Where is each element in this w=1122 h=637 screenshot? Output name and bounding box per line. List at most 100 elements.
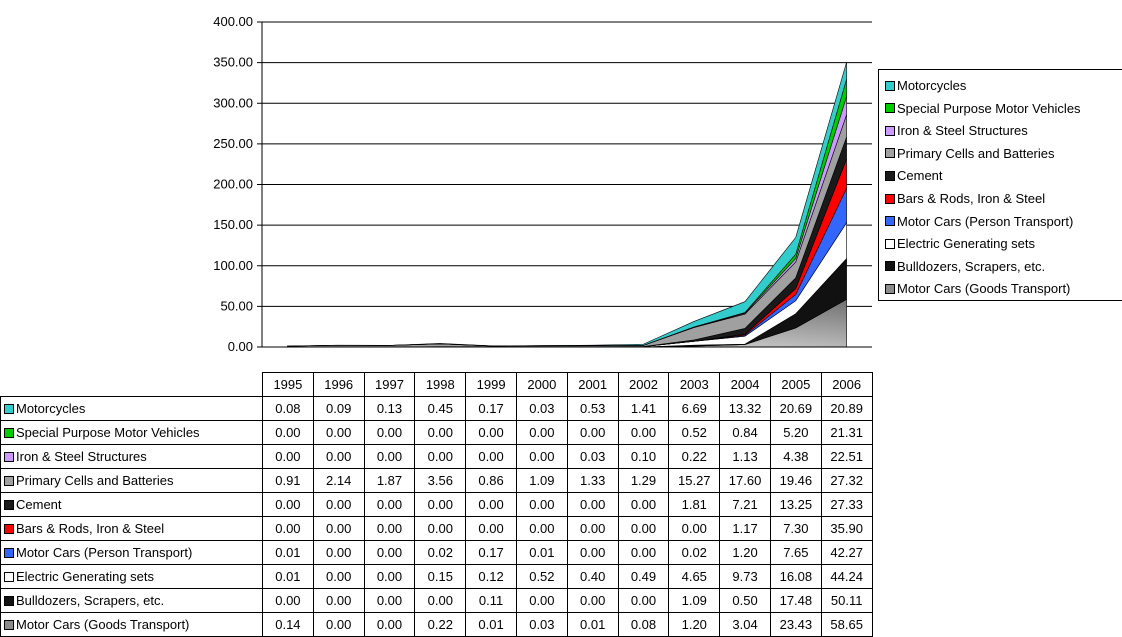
data-cell: 0.00 [414,588,467,613]
row-label: Motor Cars (Person Transport) [0,540,263,565]
legend-item: Iron & Steel Structures [885,120,1028,142]
data-cell: 0.00 [617,540,670,565]
data-cell: 0.22 [668,444,721,469]
legend-item: Bulldozers, Scrapers, etc. [885,256,1045,278]
row-label-text: Motor Cars (Person Transport) [16,545,193,560]
data-cell: 0.00 [566,540,619,565]
y-tick-label: 150.00 [213,217,253,232]
data-cell: 0.11 [465,588,517,613]
data-cell: 0.00 [363,612,416,637]
data-cell: 27.32 [820,468,873,493]
data-cell: 0.17 [465,396,517,421]
data-cell: 0.00 [312,612,365,637]
data-cell: 1.09 [668,588,721,613]
data-cell: 5.20 [769,420,822,445]
row-swatch [4,475,14,486]
row-swatch [4,451,14,462]
data-cell: 19.46 [769,468,822,493]
data-cell: 20.69 [769,396,822,421]
legend-swatch [885,148,895,159]
data-cell: 1.29 [617,468,670,493]
data-cell: 0.00 [312,588,365,613]
legend-swatch [885,170,895,181]
data-cell: 0.00 [312,516,365,541]
row-swatch [4,427,14,438]
data-cell: 0.00 [515,492,568,517]
x-tick-label: 2006 [820,372,873,397]
legend-swatch [885,283,895,294]
row-label-text: Bars & Rods, Iron & Steel [16,521,165,536]
area-bars-rods-iron-steel [287,159,847,348]
data-cell: 0.00 [515,516,568,541]
data-cell: 0.00 [566,420,619,445]
data-cell: 0.12 [465,564,517,589]
data-cell: 0.00 [363,492,416,517]
data-cell: 0.00 [363,444,416,469]
data-cell: 27.33 [820,492,873,517]
data-cell: 0.01 [465,612,517,637]
data-cell: 23.43 [769,612,822,637]
legend-label: Motor Cars (Person Transport) [897,213,1074,229]
table-row: Bulldozers, Scrapers, etc. 0.00 0.00 0.00 0.… [0,588,873,613]
data-cell: 4.38 [769,444,822,469]
data-cell: 0.22 [414,612,467,637]
data-cell: 0.00 [617,492,670,517]
data-cell: 0.00 [414,492,467,517]
data-cell: 0.91 [262,468,314,493]
row-label-text: Bulldozers, Scrapers, etc. [16,593,165,608]
data-cell: 0.49 [617,564,670,589]
row-swatch [4,547,14,558]
data-cell: 17.60 [719,468,771,493]
row-swatch [4,403,14,414]
x-tick-label: 2003 [668,372,721,397]
data-cell: 0.09 [312,396,365,421]
data-cell: 0.00 [566,588,619,613]
data-cell: 2.14 [312,468,365,493]
area-motorcycles [287,62,847,347]
row-swatch [4,595,14,606]
table-row: Motor Cars (Person Transport) 0.01 0.00 0.0… [0,540,873,565]
data-cell: 13.25 [769,492,822,517]
table-header-row: 1995 1996 1997 1998 1999 2000 2001 2002 2003 2004… [1,372,873,397]
data-cell: 0.01 [515,540,568,565]
y-tick-label: 0.00 [228,339,253,354]
series-areas [287,62,847,348]
stacked-area-chart: 0.00 50.00 100.00 150.00 200.00 250.00 300.00 3… [213,14,872,354]
data-cell: 0.03 [515,396,568,421]
legend-item: Motorcycles [885,75,966,97]
data-cell: 0.00 [515,420,568,445]
data-cell: 0.00 [312,492,365,517]
data-cell: 21.31 [820,420,873,445]
legend-swatch [885,238,895,249]
legend-label: Special Purpose Motor Vehicles [897,100,1081,116]
table-row: Primary Cells and Batteries 0.91 2.14 1.87 3… [0,468,873,493]
legend-item: Cement [885,165,943,187]
row-swatch [4,571,14,582]
data-cell: 0.15 [414,564,467,589]
legend-label: Bulldozers, Scrapers, etc. [897,258,1046,274]
data-cell: 0.00 [363,540,416,565]
data-cell: 0.14 [262,612,314,637]
data-cell: 9.73 [719,564,771,589]
legend-label: Motor Cars (Goods Transport) [897,281,1071,297]
data-cell: 0.00 [363,588,416,613]
row-label-text: Motorcycles [16,401,86,416]
legend-label: Cement [897,168,943,184]
legend-swatch [885,193,895,204]
legend-item: Special Purpose Motor Vehicles [885,98,1081,120]
area-motor-cars-person-transport [287,188,847,348]
legend-swatch [885,261,895,272]
x-tick-label: 1996 [312,372,365,397]
table-row: Motor Cars (Goods Transport) 0.14 0.00 0.00… [0,612,873,637]
data-cell: 0.17 [465,540,517,565]
x-tick-label: 2002 [617,372,670,397]
data-cell: 0.50 [719,588,771,613]
data-cell: 0.00 [414,444,467,469]
data-cell: 17.48 [769,588,822,613]
data-cell: 1.87 [363,468,416,493]
data-cell: 0.00 [617,516,670,541]
table-row: Special Purpose Motor Vehicles 0.00 0.00 0.… [0,420,873,445]
data-cell: 0.00 [414,516,467,541]
row-label-text: Cement [16,497,62,512]
row-label-text: Iron & Steel Structures [16,449,147,464]
